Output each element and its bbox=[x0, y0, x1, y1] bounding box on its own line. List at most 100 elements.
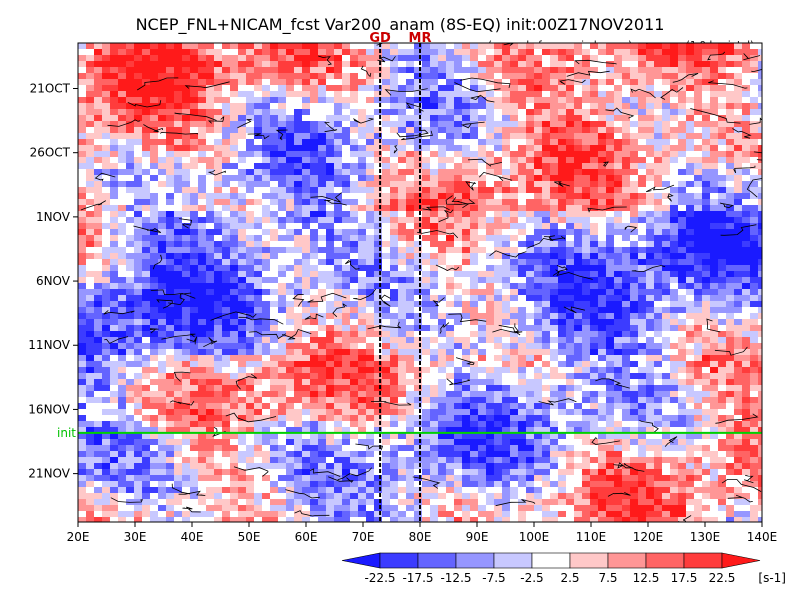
field-cell bbox=[390, 211, 399, 218]
field-cell bbox=[630, 355, 639, 362]
field-cell bbox=[430, 259, 439, 266]
field-cell bbox=[630, 103, 639, 110]
field-cell bbox=[718, 205, 727, 212]
field-cell bbox=[614, 265, 623, 272]
field-cell bbox=[190, 307, 199, 314]
field-cell bbox=[518, 229, 527, 236]
field-cell bbox=[222, 157, 231, 164]
field-cell bbox=[118, 55, 127, 62]
field-cell bbox=[590, 151, 599, 158]
field-cell bbox=[510, 349, 519, 356]
field-cell bbox=[182, 205, 191, 212]
field-cell bbox=[486, 235, 495, 242]
field-cell bbox=[638, 67, 647, 74]
field-cell bbox=[686, 151, 695, 158]
field-cell bbox=[342, 61, 351, 68]
field-cell bbox=[118, 349, 127, 356]
field-cell bbox=[390, 121, 399, 128]
field-cell bbox=[294, 211, 303, 218]
field-cell bbox=[158, 289, 167, 296]
field-cell bbox=[710, 259, 719, 266]
field-cell bbox=[670, 115, 679, 122]
field-cell bbox=[382, 73, 391, 80]
field-cell bbox=[550, 157, 559, 164]
field-cell bbox=[350, 259, 359, 266]
field-cell bbox=[478, 133, 487, 140]
field-cell bbox=[126, 343, 135, 350]
field-cell bbox=[406, 283, 415, 290]
field-cell bbox=[246, 187, 255, 194]
field-cell bbox=[294, 349, 303, 356]
field-cell bbox=[342, 181, 351, 188]
field-cell bbox=[574, 187, 583, 194]
field-cell bbox=[614, 283, 623, 290]
field-cell bbox=[334, 247, 343, 254]
field-cell bbox=[86, 145, 95, 152]
field-cell bbox=[430, 277, 439, 284]
field-cell bbox=[206, 55, 215, 62]
field-cell bbox=[734, 361, 743, 368]
field-cell bbox=[238, 325, 247, 332]
field-cell bbox=[182, 187, 191, 194]
field-cell bbox=[182, 379, 191, 386]
field-cell bbox=[630, 91, 639, 98]
field-cell bbox=[646, 385, 655, 392]
field-cell bbox=[198, 349, 207, 356]
field-cell bbox=[638, 367, 647, 374]
field-cell bbox=[198, 61, 207, 68]
field-cell bbox=[758, 223, 762, 230]
field-cell bbox=[246, 331, 255, 338]
field-cell bbox=[326, 49, 335, 56]
field-cell bbox=[438, 157, 447, 164]
field-cell bbox=[430, 97, 439, 104]
field-cell bbox=[614, 301, 623, 308]
field-cell bbox=[390, 349, 399, 356]
field-cell bbox=[558, 163, 567, 170]
field-cell bbox=[150, 205, 159, 212]
field-cell bbox=[318, 307, 327, 314]
field-cell bbox=[734, 379, 743, 386]
field-cell bbox=[214, 205, 223, 212]
field-cell bbox=[454, 157, 463, 164]
field-cell bbox=[726, 271, 735, 278]
field-cell bbox=[686, 169, 695, 176]
field-cell bbox=[94, 43, 103, 50]
field-cell bbox=[342, 229, 351, 236]
field-cell bbox=[406, 163, 415, 170]
field-cell bbox=[206, 289, 215, 296]
field-cell bbox=[558, 61, 567, 68]
field-cell bbox=[606, 97, 615, 104]
field-cell bbox=[214, 55, 223, 62]
field-cell bbox=[638, 301, 647, 308]
field-cell bbox=[150, 241, 159, 248]
field-cell bbox=[102, 115, 111, 122]
field-cell bbox=[78, 283, 87, 290]
field-cell bbox=[86, 259, 95, 266]
field-cell bbox=[526, 313, 535, 320]
field-cell bbox=[630, 319, 639, 326]
field-cell bbox=[518, 133, 527, 140]
field-cell bbox=[758, 379, 762, 386]
field-cell bbox=[94, 109, 103, 116]
field-cell bbox=[558, 337, 567, 344]
field-cell bbox=[486, 313, 495, 320]
field-cell bbox=[750, 55, 759, 62]
field-cell bbox=[302, 343, 311, 350]
field-cell bbox=[758, 277, 762, 284]
field-cell bbox=[118, 193, 127, 200]
field-cell bbox=[414, 91, 423, 98]
field-cell bbox=[310, 91, 319, 98]
field-cell bbox=[430, 175, 439, 182]
field-cell bbox=[110, 163, 119, 170]
field-cell bbox=[318, 295, 327, 302]
field-cell bbox=[246, 85, 255, 92]
field-cell bbox=[278, 151, 287, 158]
field-cell bbox=[446, 319, 455, 326]
field-cell bbox=[542, 223, 551, 230]
field-cell bbox=[454, 127, 463, 134]
field-cell bbox=[166, 139, 175, 146]
field-cell bbox=[534, 307, 543, 314]
field-cell bbox=[670, 313, 679, 320]
field-cell bbox=[286, 253, 295, 260]
field-cell bbox=[622, 175, 631, 182]
